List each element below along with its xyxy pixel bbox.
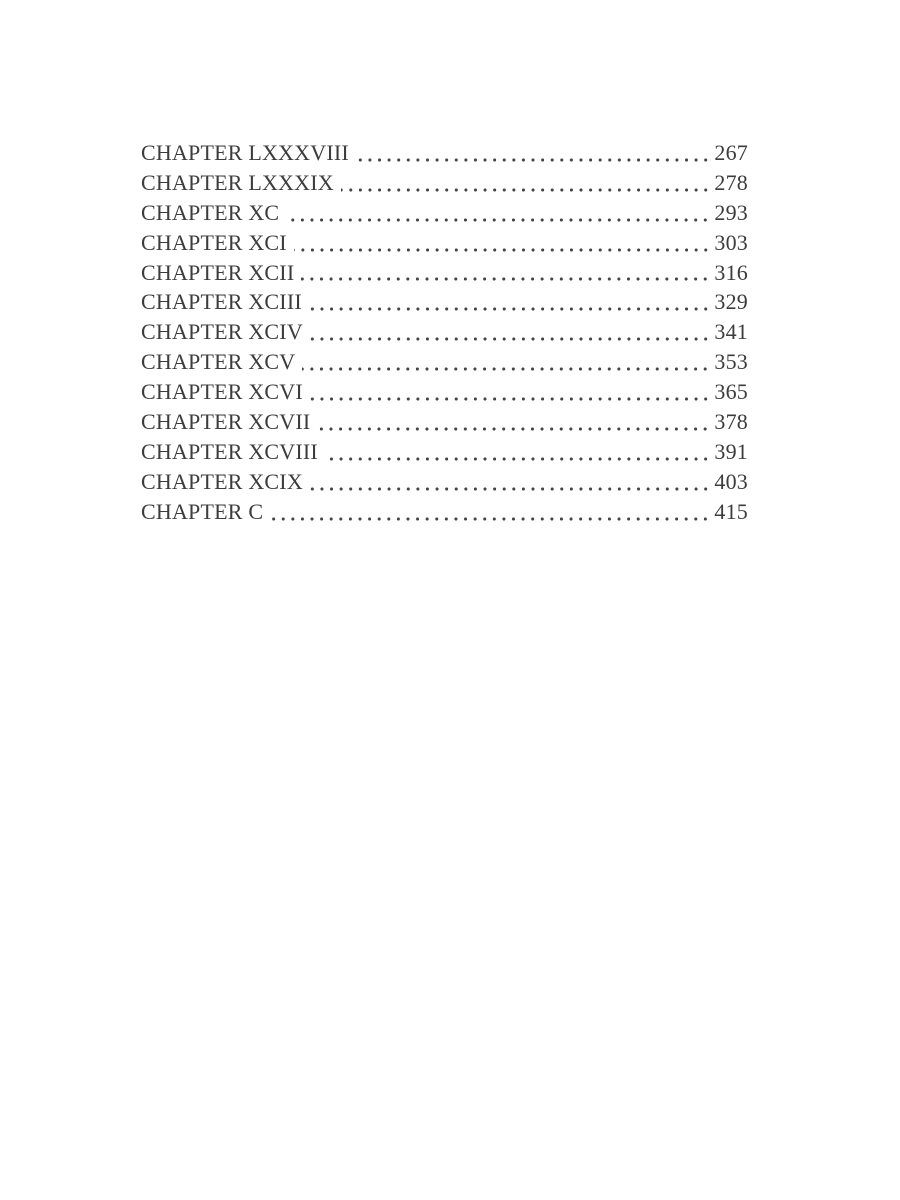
dot-leader <box>293 247 711 252</box>
chapter-label: CHAPTER XCVIII <box>141 438 318 464</box>
dot-leader <box>302 367 711 372</box>
dot-leader <box>309 486 711 491</box>
chapter-label: CHAPTER XCV <box>141 349 296 375</box>
chapter-label: CHAPTER LXXXVIII <box>141 140 349 165</box>
chapter-label: CHAPTER XCVII <box>141 409 311 435</box>
page-number: 293 <box>714 199 748 225</box>
toc-entry: CHAPTER XCIX 403 <box>141 467 748 497</box>
chapter-label: CHAPTER XCIV <box>141 319 303 345</box>
table-of-contents: CHAPTER LXXXVIII 267 CHAPTER LXXXIX 278 … <box>141 138 748 527</box>
dot-leader <box>308 307 711 312</box>
page-number: 378 <box>714 409 748 435</box>
chapter-label: CHAPTER LXXXIX <box>141 169 334 195</box>
toc-entry: CHAPTER XCI 303 <box>141 228 748 258</box>
chapter-label: CHAPTER XCII <box>141 259 295 285</box>
page-number: 403 <box>714 468 748 494</box>
toc-entry: CHAPTER XCVIII 391 <box>141 437 748 467</box>
dot-leader <box>340 187 711 192</box>
page-number: 329 <box>714 289 748 315</box>
toc-entry: CHAPTER LXXXIX 278 <box>141 168 748 198</box>
chapter-label: CHAPTER C <box>141 498 264 524</box>
page-number: 267 <box>714 140 748 165</box>
chapter-label: CHAPTER XCIII <box>141 289 302 315</box>
toc-entry: CHAPTER C 415 <box>141 497 748 527</box>
dot-leader <box>301 277 711 282</box>
dot-leader <box>317 426 711 431</box>
toc-entry: CHAPTER LXXXVIII 267 <box>141 138 748 168</box>
dot-leader <box>309 337 711 342</box>
page-number: 278 <box>714 169 748 195</box>
page-number: 316 <box>714 259 748 285</box>
chapter-label: CHAPTER XC <box>141 199 280 225</box>
dot-leader <box>309 397 711 402</box>
page-number: 303 <box>714 229 748 255</box>
toc-entry: CHAPTER XCVI 365 <box>141 377 748 407</box>
toc-entry: CHAPTER XC 293 <box>141 198 748 228</box>
chapter-label: CHAPTER XCIX <box>141 468 303 494</box>
dot-leader <box>286 217 711 222</box>
dot-leader <box>270 516 711 521</box>
chapter-label: CHAPTER XCI <box>141 229 287 255</box>
toc-entry: CHAPTER XCIV 341 <box>141 317 748 347</box>
toc-entry: CHAPTER XCVII 378 <box>141 407 748 437</box>
page-number: 341 <box>714 319 748 345</box>
page-number: 365 <box>714 379 748 405</box>
toc-entry: CHAPTER XCV 353 <box>141 347 748 377</box>
chapter-label: CHAPTER XCVI <box>141 379 303 405</box>
toc-entry: CHAPTER XCII 316 <box>141 258 748 288</box>
dot-leader <box>324 456 711 461</box>
page-number: 391 <box>714 438 748 464</box>
toc-entry: CHAPTER XCIII 329 <box>141 287 748 317</box>
page-number: 353 <box>714 349 748 375</box>
page-number: 415 <box>714 498 748 524</box>
dot-leader <box>355 157 711 162</box>
